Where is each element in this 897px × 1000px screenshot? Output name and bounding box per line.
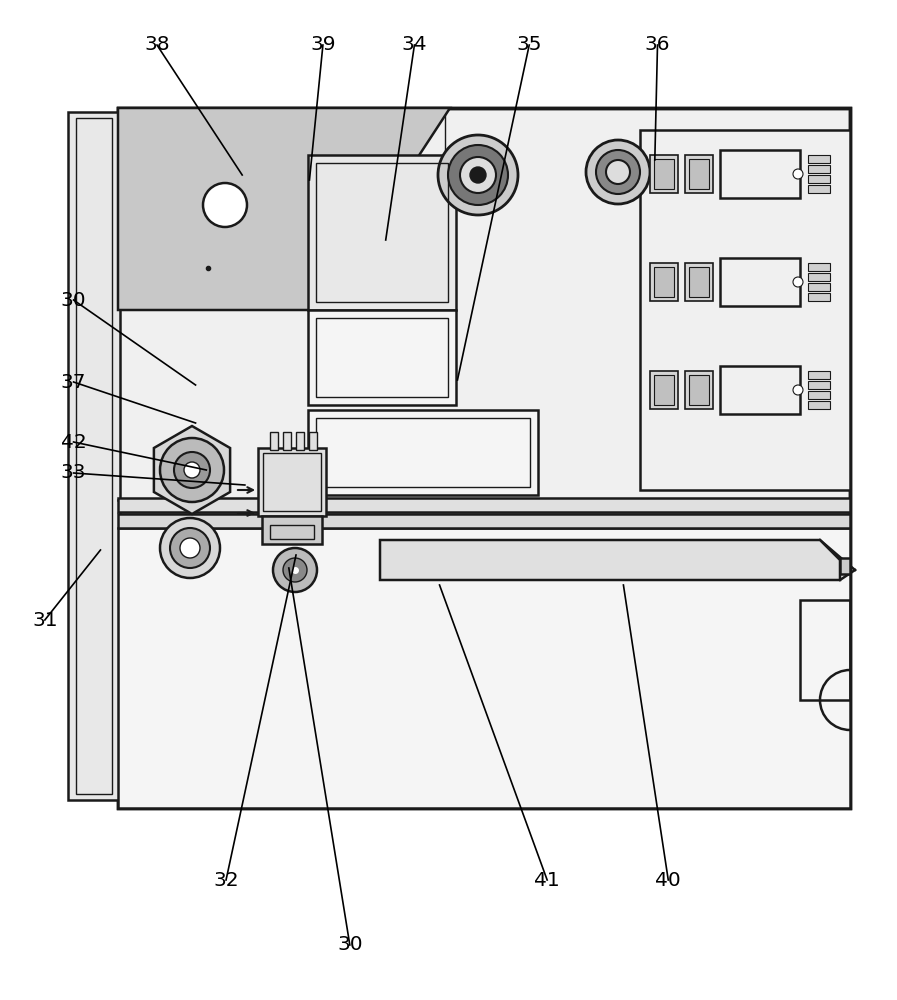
Bar [654,267,674,297]
Circle shape [596,150,640,194]
Bar [654,159,674,189]
Bar [689,267,709,297]
Circle shape [793,385,803,395]
Bar [808,175,830,183]
Text: 41: 41 [535,870,560,890]
Polygon shape [118,108,450,310]
Text: 38: 38 [144,35,170,54]
Bar [808,263,830,271]
Bar [720,258,800,306]
Bar [316,318,448,397]
Bar [118,528,850,808]
Text: 37: 37 [61,372,86,391]
Bar [118,108,850,808]
Bar [263,453,321,511]
Bar [685,155,713,193]
Circle shape [470,167,486,183]
Bar [296,432,304,450]
Text: 36: 36 [645,35,670,54]
Bar [118,498,850,512]
Circle shape [184,462,200,478]
Circle shape [438,135,518,215]
Circle shape [448,145,508,205]
Bar [650,155,678,193]
Bar [650,371,678,409]
Text: 33: 33 [61,464,86,483]
Bar [118,514,850,528]
Circle shape [606,160,630,184]
Bar [308,410,538,495]
Bar [720,150,800,198]
Text: 40: 40 [656,870,681,890]
Bar [76,118,112,794]
Bar [309,432,317,450]
Polygon shape [154,426,231,514]
Bar [258,448,326,516]
Circle shape [160,438,224,502]
Text: 39: 39 [310,35,335,54]
Circle shape [160,518,220,578]
Bar [800,600,850,700]
Circle shape [283,558,307,582]
Bar [316,163,448,302]
Bar [840,558,850,574]
Bar [808,391,830,399]
Bar [308,310,456,405]
Bar [808,155,830,163]
Bar [808,371,830,379]
Bar [640,130,850,490]
Bar [270,525,314,539]
Bar [654,375,674,405]
Text: 31: 31 [32,610,57,630]
Bar [720,366,800,414]
Circle shape [180,538,200,558]
Bar [118,108,850,808]
Text: 30: 30 [61,290,86,310]
Circle shape [174,452,210,488]
Circle shape [170,528,210,568]
Circle shape [793,277,803,287]
Bar [808,185,830,193]
Circle shape [203,183,247,227]
Bar [262,516,322,544]
Bar [689,159,709,189]
Bar [283,432,291,450]
Bar [308,155,456,310]
Text: 34: 34 [402,35,427,54]
Bar [808,273,830,281]
Text: 42: 42 [61,432,86,452]
Bar [68,112,120,800]
Bar [650,263,678,301]
Text: 35: 35 [517,35,542,54]
Circle shape [273,548,317,592]
Bar [808,165,830,173]
Bar [808,381,830,389]
Circle shape [460,157,496,193]
Bar [125,115,445,305]
Circle shape [793,169,803,179]
Text: 32: 32 [213,870,239,890]
Bar [685,371,713,409]
Bar [808,401,830,409]
Bar [689,375,709,405]
Bar [808,283,830,291]
Bar [316,418,530,487]
Bar [270,432,278,450]
Bar [685,263,713,301]
Text: 30: 30 [337,936,362,954]
Bar [808,293,830,301]
Circle shape [586,140,650,204]
Polygon shape [380,540,840,580]
